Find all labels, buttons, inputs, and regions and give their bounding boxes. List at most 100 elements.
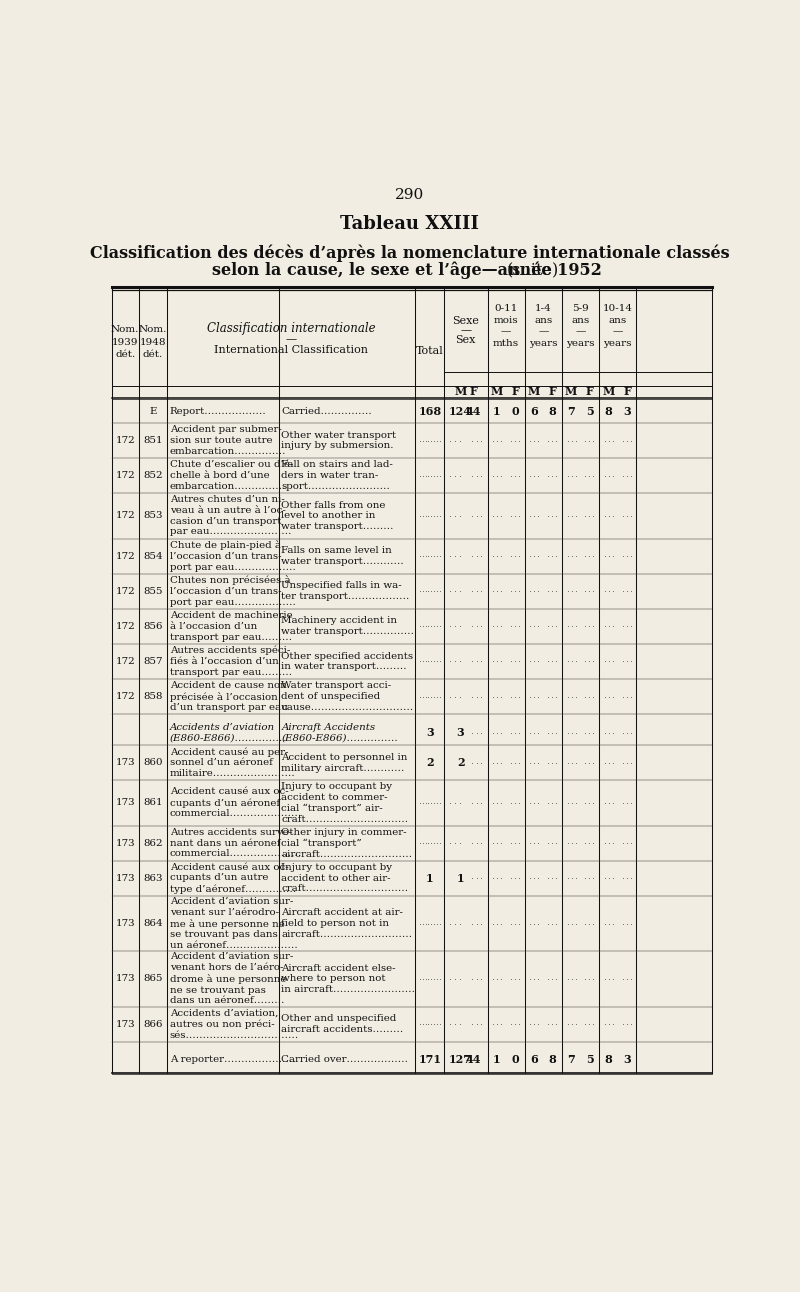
Text: 172: 172 — [115, 552, 135, 561]
Text: 8: 8 — [549, 1054, 557, 1065]
Text: 0-11
mois
—
mths: 0-11 mois — mths — [493, 305, 519, 348]
Text: 173: 173 — [115, 798, 135, 808]
Text: 2: 2 — [457, 757, 465, 769]
Text: 3: 3 — [623, 406, 631, 417]
Text: 0: 0 — [511, 406, 519, 417]
Text: 1-4
ans
—
years: 1-4 ans — years — [529, 305, 558, 348]
Text: 865: 865 — [143, 974, 163, 983]
Text: Classification internationale: Classification internationale — [207, 322, 376, 335]
Text: Fall on stairs and lad-
ders in water tran-
sport……………………: Fall on stairs and lad- ders in water tr… — [282, 460, 394, 491]
Text: Aircraft Accidents
(E860-E866)……………: Aircraft Accidents (E860-E866)…………… — [282, 722, 398, 743]
Text: Machinery accident in
water transport……………: Machinery accident in water transport………… — [282, 616, 414, 636]
Text: Falls on same level in
water transport…………: Falls on same level in water transport……… — [282, 547, 404, 566]
Text: —: — — [286, 335, 297, 344]
Text: 6: 6 — [530, 1054, 538, 1065]
Text: 5-9
ans
—
years: 5-9 ans — years — [566, 305, 594, 348]
Text: 7: 7 — [567, 1054, 575, 1065]
Text: 863: 863 — [143, 873, 163, 882]
Text: Other falls from one
level to another in
water transport………: Other falls from one level to another in… — [282, 500, 394, 531]
Text: 5: 5 — [586, 1054, 594, 1065]
Text: F: F — [586, 386, 594, 397]
Text: Accident de cause non
précisée à l’occasion
d’un transport par eau: Accident de cause non précisée à l’occas… — [170, 681, 287, 712]
Text: 7: 7 — [567, 406, 575, 417]
Text: Nom.
1948
dét.: Nom. 1948 dét. — [139, 326, 167, 359]
Text: 173: 173 — [115, 873, 135, 882]
Text: Accident d’aviation sur-
venant hors de l’aéro-
drome à une personne
ne se trouv: Accident d’aviation sur- venant hors de … — [170, 952, 293, 1005]
Text: 3: 3 — [457, 727, 465, 738]
Text: Other water transport
injury by submersion.: Other water transport injury by submersi… — [282, 430, 396, 451]
Text: Report………………: Report……………… — [170, 407, 266, 416]
Text: Injury to occupant by
accident to other air-
craft…………………………: Injury to occupant by accident to other … — [282, 863, 409, 894]
Text: 860: 860 — [143, 758, 163, 767]
Text: 3: 3 — [426, 727, 434, 738]
Text: Nom.
1939
dét.: Nom. 1939 dét. — [111, 326, 139, 359]
Text: 172: 172 — [115, 437, 135, 444]
Text: 3: 3 — [623, 1054, 631, 1065]
Text: Carried over………………: Carried over……………… — [282, 1056, 408, 1065]
Text: 44: 44 — [466, 1054, 482, 1065]
Text: Injury to occupant by
accident to commer-
cial “transport” air-
craft…………………………: Injury to occupant by accident to commer… — [282, 782, 409, 824]
Text: 173: 173 — [115, 758, 135, 767]
Text: 173: 173 — [115, 919, 135, 928]
Text: 1: 1 — [493, 1054, 501, 1065]
Text: M: M — [602, 386, 614, 397]
Text: 1: 1 — [457, 872, 465, 884]
Text: Sexe: Sexe — [452, 315, 479, 326]
Text: 1: 1 — [426, 872, 434, 884]
Text: 171: 171 — [418, 1054, 442, 1065]
Text: 0: 0 — [511, 1054, 519, 1065]
Text: Accident to personnel in
military aircraft…………: Accident to personnel in military aircra… — [282, 753, 408, 773]
Text: 2: 2 — [426, 757, 434, 769]
Text: Accident causé aux oc-
cupants d’un aéronef
commercial…………………: Accident causé aux oc- cupants d’un aéro… — [170, 787, 302, 818]
Text: 173: 173 — [115, 974, 135, 983]
Text: 290: 290 — [395, 189, 425, 202]
Text: Unspecified falls in wa-
ter transport………………: Unspecified falls in wa- ter transport……… — [282, 581, 410, 601]
Text: Classification des décès d’après la nomenclature internationale classés: Classification des décès d’après la nome… — [90, 245, 730, 262]
Text: 44: 44 — [466, 406, 482, 417]
Text: 851: 851 — [143, 437, 163, 444]
Text: 172: 172 — [115, 621, 135, 630]
Text: 861: 861 — [143, 798, 163, 808]
Text: Other specified accidents
in water transport………: Other specified accidents in water trans… — [282, 651, 414, 672]
Text: 173: 173 — [115, 1019, 135, 1028]
Text: Water transport acci-
dent of unspecified
cause…………………………: Water transport acci- dent of unspecifie… — [282, 681, 414, 712]
Text: 853: 853 — [143, 512, 163, 521]
Text: F: F — [470, 386, 478, 397]
Text: 852: 852 — [143, 472, 163, 481]
Text: A reporter…………………: A reporter………………… — [170, 1056, 295, 1065]
Text: Aircraft accident at air-
field to person not in
aircraft………………………: Aircraft accident at air- field to perso… — [282, 908, 413, 939]
Text: Sex: Sex — [456, 335, 476, 345]
Text: 124: 124 — [449, 406, 472, 417]
Text: 1: 1 — [493, 406, 501, 417]
Text: 862: 862 — [143, 839, 163, 848]
Text: Autres accidents surve-
nant dans un aéronef
commercial…………………: Autres accidents surve- nant dans un aér… — [170, 828, 302, 858]
Text: 858: 858 — [143, 693, 163, 702]
Text: Total: Total — [416, 346, 444, 357]
Text: Accident d’aviation sur-
venant sur l’aérodro-
me à une personne ne
se trouvant : Accident d’aviation sur- venant sur l’aé… — [170, 897, 298, 950]
Text: 866: 866 — [143, 1019, 163, 1028]
Text: Accident causé aux oc-
cupants d’un autre
type d’aéronef……………: Accident causé aux oc- cupants d’un autr… — [170, 863, 296, 894]
Text: Accidents d’aviation,
autres ou non préci-
sés……………………………: Accidents d’aviation, autres ou non préc… — [170, 1009, 299, 1040]
Text: F: F — [623, 386, 631, 397]
Text: 168: 168 — [418, 406, 442, 417]
Text: Autres chutes d’un ni-
veau à un autre à l’oc-
casion d’un transport
par eau…………: Autres chutes d’un ni- veau à un autre à… — [170, 495, 291, 536]
Text: Tableau XXIII: Tableau XXIII — [341, 216, 479, 234]
Text: 172: 172 — [115, 512, 135, 521]
Text: Accidents d’aviation
(E860-E866)……………: Accidents d’aviation (E860-E866)…………… — [170, 722, 286, 743]
Text: 856: 856 — [143, 621, 163, 630]
Text: Chute de plain-pied à
l’occasion d’un trans-
port par eau………………: Chute de plain-pied à l’occasion d’un tr… — [170, 540, 296, 572]
Text: F: F — [511, 386, 519, 397]
Text: Chute d’escalier ou d’é-
chelle à bord d’une
embarcation……………: Chute d’escalier ou d’é- chelle à bord d… — [170, 460, 293, 491]
Text: 10-14
ans
—
years: 10-14 ans — years — [602, 305, 633, 348]
Text: F: F — [549, 386, 557, 397]
Text: 8: 8 — [605, 406, 612, 417]
Text: Aircraft accident else-
where to person not
in aircraft……………………: Aircraft accident else- where to person … — [282, 964, 415, 994]
Text: 864: 864 — [143, 919, 163, 928]
Text: 5: 5 — [586, 406, 594, 417]
Text: 8: 8 — [549, 406, 557, 417]
Text: Accident par submer-
sion sur toute autre
embarcation……………: Accident par submer- sion sur toute autr… — [170, 425, 286, 456]
Text: Other injury in commer-
cial “transport”
aircraft………………………: Other injury in commer- cial “transport”… — [282, 828, 413, 859]
Text: Accident causé au per-
sonnel d’un aéronef
militaire……………………: Accident causé au per- sonnel d’un aéron… — [170, 747, 295, 778]
Text: selon la cause, le sexe et l’âge—année 1952: selon la cause, le sexe et l’âge—année 1… — [212, 262, 608, 279]
Text: Chutes non précisées à
l’occasion d’un trans-
port par eau………………: Chutes non précisées à l’occasion d’un t… — [170, 575, 296, 607]
